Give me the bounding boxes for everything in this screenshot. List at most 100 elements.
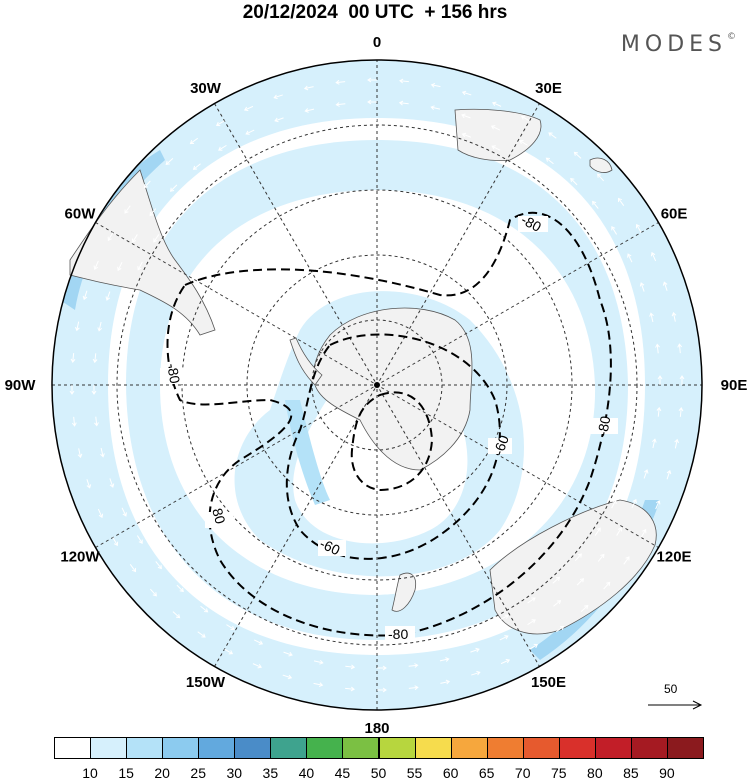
wind-arrow bbox=[193, 186, 202, 194]
colorbar-swatch bbox=[306, 737, 344, 759]
wind-arrow bbox=[124, 290, 130, 301]
wind-arrow bbox=[440, 679, 451, 685]
colorbar-swatch bbox=[522, 737, 560, 759]
contour-label: -80 bbox=[594, 414, 613, 437]
wind-arrow bbox=[666, 469, 672, 480]
wind-arrow bbox=[624, 469, 630, 480]
wind-arrow bbox=[553, 600, 562, 607]
wind-arrow bbox=[461, 113, 471, 119]
longitude-label: 150W bbox=[186, 674, 226, 691]
wind-arrow bbox=[545, 180, 554, 188]
colorbar-swatch bbox=[126, 737, 164, 759]
jet-strong-polar bbox=[285, 400, 330, 505]
brand-text: MODES bbox=[620, 32, 727, 57]
wind-arrow bbox=[677, 343, 683, 354]
colorbar-label: 50 bbox=[370, 765, 387, 781]
colorbar-swatch bbox=[234, 737, 272, 759]
wind-arrow bbox=[86, 479, 92, 489]
wind-arrow bbox=[169, 184, 178, 192]
contour-minus-60 bbox=[285, 333, 501, 560]
wind-arrow bbox=[273, 136, 284, 142]
wind-arrow bbox=[153, 234, 160, 243]
wind-arrow bbox=[303, 85, 314, 91]
contour-label: -60 bbox=[317, 535, 342, 558]
longitude-label: 30E bbox=[535, 80, 562, 97]
colorbar-label: 25 bbox=[190, 765, 206, 781]
brand-mark: © bbox=[727, 32, 736, 42]
wind-arrow bbox=[197, 631, 206, 638]
colorbar-label: 45 bbox=[334, 765, 351, 781]
wind-arrow bbox=[678, 407, 684, 417]
south-america bbox=[69, 169, 216, 336]
longitude-label: 120E bbox=[657, 549, 692, 566]
wind-arrow bbox=[471, 670, 481, 676]
wind-arrow bbox=[253, 639, 264, 645]
colorbar-swatch bbox=[54, 737, 92, 759]
contour-minus-80-inner bbox=[350, 391, 434, 492]
wind-arrow bbox=[313, 659, 324, 665]
wind-arrow bbox=[611, 499, 617, 509]
wind-arrow bbox=[597, 553, 605, 562]
wind-arrow bbox=[408, 685, 419, 691]
wind-arrow bbox=[519, 139, 528, 146]
wind-arrow bbox=[112, 416, 118, 427]
wind-arrow bbox=[131, 234, 138, 243]
wind-arrow bbox=[218, 166, 227, 173]
wind-arrow bbox=[597, 173, 605, 182]
colorbar-swatch bbox=[378, 737, 416, 759]
wind-arrow bbox=[192, 163, 201, 170]
wind-arrow bbox=[178, 560, 186, 569]
longitude-label: 180 bbox=[364, 720, 389, 737]
wind-arrow bbox=[630, 311, 636, 322]
wind-arrow bbox=[643, 469, 649, 479]
wind-arrow bbox=[345, 664, 356, 670]
wind-arrow bbox=[124, 205, 131, 214]
wind-arrow bbox=[97, 508, 104, 519]
contour-label: -80 bbox=[388, 626, 408, 642]
contour-label: -80 bbox=[164, 362, 183, 385]
wind-arrow bbox=[335, 120, 346, 126]
longitude-label: 150E bbox=[531, 674, 566, 691]
reference-vector-head bbox=[692, 700, 703, 710]
wind-arrow bbox=[430, 123, 441, 129]
wind-arrow bbox=[344, 646, 355, 652]
colorbar-swatch bbox=[630, 737, 668, 759]
wind-arrow bbox=[143, 180, 151, 189]
wind-arrow bbox=[657, 375, 663, 385]
longitude-label: 30W bbox=[190, 80, 222, 97]
contour-minus-80-outer bbox=[166, 211, 612, 637]
wind-arrow bbox=[492, 101, 502, 107]
longitude-label: 60E bbox=[661, 206, 688, 223]
wind-arrow bbox=[274, 117, 284, 123]
colorbar-label: 70 bbox=[514, 765, 531, 781]
colorbar-label: 10 bbox=[82, 765, 98, 781]
wind-arrow bbox=[594, 527, 601, 536]
colorbar-label: 35 bbox=[262, 765, 279, 781]
wind-arrow bbox=[461, 132, 472, 138]
wind-arrow bbox=[430, 105, 441, 111]
wind-arrow bbox=[283, 651, 293, 657]
wind-arrow bbox=[129, 563, 137, 573]
colorbar-label: 15 bbox=[118, 765, 134, 781]
wind-arrow bbox=[367, 77, 377, 83]
wind-arrow bbox=[282, 632, 293, 638]
wind-arrow bbox=[606, 253, 613, 263]
wind-arrow bbox=[121, 507, 127, 517]
colorbar-label: 85 bbox=[623, 765, 639, 781]
wind-arrow bbox=[377, 687, 387, 693]
wind-arrow bbox=[97, 321, 103, 332]
wind-arrow bbox=[303, 126, 314, 132]
wind-arrow bbox=[650, 251, 657, 262]
wind-arrow bbox=[627, 253, 633, 263]
wind-arrow bbox=[440, 638, 451, 644]
wind-arrow bbox=[245, 149, 255, 156]
wind-arrow bbox=[573, 151, 582, 159]
wind-arrow bbox=[71, 416, 77, 427]
wind-arrow bbox=[92, 353, 98, 364]
longitude-label: 90E bbox=[721, 377, 748, 394]
wind-arrow bbox=[527, 619, 536, 626]
colorbar bbox=[54, 737, 704, 761]
africa bbox=[454, 108, 542, 161]
colorbar-swatch bbox=[198, 737, 236, 759]
wind-arrow bbox=[155, 561, 162, 570]
